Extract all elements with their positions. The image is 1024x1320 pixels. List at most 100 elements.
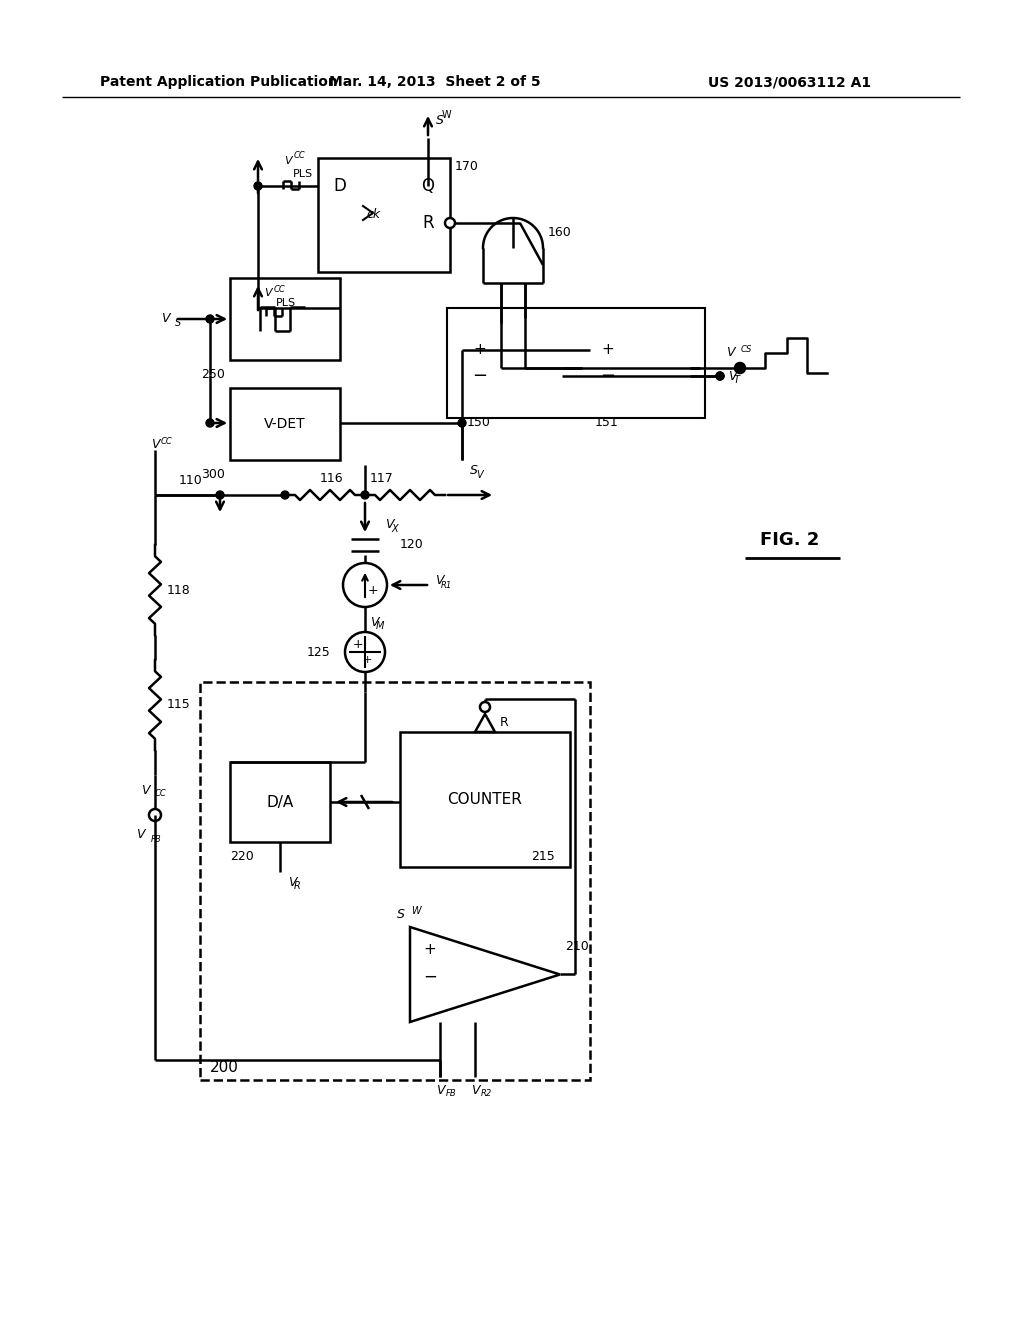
Text: COUNTER: COUNTER xyxy=(447,792,522,807)
Text: +: + xyxy=(362,655,372,665)
Text: M: M xyxy=(376,620,384,631)
Text: V: V xyxy=(385,519,393,532)
Text: −: − xyxy=(472,367,487,385)
Text: 118: 118 xyxy=(167,583,190,597)
Text: R1: R1 xyxy=(441,582,453,590)
Text: +: + xyxy=(424,941,436,957)
Text: 215: 215 xyxy=(531,850,555,863)
Circle shape xyxy=(206,315,214,323)
Circle shape xyxy=(206,418,214,426)
Text: V: V xyxy=(151,438,160,451)
Circle shape xyxy=(445,218,455,228)
Circle shape xyxy=(458,346,466,354)
Text: CC: CC xyxy=(155,789,167,799)
Text: V: V xyxy=(726,346,735,359)
Text: W: W xyxy=(442,110,452,120)
Text: V: V xyxy=(136,829,145,842)
Text: 125: 125 xyxy=(306,645,330,659)
Circle shape xyxy=(281,491,289,499)
Bar xyxy=(230,762,330,842)
Text: V: V xyxy=(288,875,297,888)
Text: 250: 250 xyxy=(201,367,225,380)
Polygon shape xyxy=(462,327,562,408)
Text: FIG. 2: FIG. 2 xyxy=(760,531,819,549)
Text: −: − xyxy=(600,367,615,385)
Text: V: V xyxy=(436,1084,444,1097)
Text: V: V xyxy=(476,470,482,480)
Text: R2: R2 xyxy=(481,1089,493,1098)
Text: V: V xyxy=(141,784,150,796)
Text: V: V xyxy=(370,615,379,628)
Text: 150: 150 xyxy=(467,416,490,429)
Circle shape xyxy=(716,372,724,380)
Text: Mar. 14, 2013  Sheet 2 of 5: Mar. 14, 2013 Sheet 2 of 5 xyxy=(329,75,541,88)
Circle shape xyxy=(216,491,224,499)
Text: 220: 220 xyxy=(230,850,254,862)
Bar xyxy=(318,158,450,272)
Bar xyxy=(447,308,705,418)
Text: +: + xyxy=(474,342,486,358)
Text: Patent Application Publication: Patent Application Publication xyxy=(100,75,338,88)
Text: FB: FB xyxy=(151,834,162,843)
Text: R: R xyxy=(500,717,509,730)
Text: V: V xyxy=(285,156,292,166)
Text: V-DET: V-DET xyxy=(264,417,306,432)
Text: 210: 210 xyxy=(565,940,589,953)
Text: +: + xyxy=(368,583,378,597)
Bar xyxy=(230,279,340,360)
Polygon shape xyxy=(410,927,560,1022)
Text: PLS: PLS xyxy=(293,169,313,180)
Text: +: + xyxy=(352,638,364,651)
Text: 117: 117 xyxy=(370,473,394,486)
Text: PLS: PLS xyxy=(275,298,296,308)
Text: CC: CC xyxy=(274,285,286,293)
Text: S: S xyxy=(470,463,478,477)
Circle shape xyxy=(343,564,387,607)
Text: V: V xyxy=(471,1084,479,1097)
Text: S: S xyxy=(436,114,443,127)
Text: 116: 116 xyxy=(319,473,344,486)
Text: R: R xyxy=(294,880,301,891)
Text: US 2013/0063112 A1: US 2013/0063112 A1 xyxy=(709,75,871,88)
Circle shape xyxy=(150,809,161,821)
Text: V: V xyxy=(264,288,271,298)
Text: V: V xyxy=(435,573,443,586)
Text: 115: 115 xyxy=(167,698,190,711)
Circle shape xyxy=(458,418,466,426)
Text: −: − xyxy=(423,968,437,986)
Circle shape xyxy=(345,632,385,672)
Text: X: X xyxy=(391,524,397,535)
Text: D: D xyxy=(334,177,346,195)
Text: 300: 300 xyxy=(201,467,225,480)
Circle shape xyxy=(254,182,262,190)
Polygon shape xyxy=(590,327,690,408)
Text: CC: CC xyxy=(294,152,306,161)
Text: 160: 160 xyxy=(548,227,571,239)
Polygon shape xyxy=(475,714,495,733)
Bar xyxy=(230,388,340,459)
Text: V: V xyxy=(162,313,170,326)
Text: D/A: D/A xyxy=(266,795,294,809)
Text: +: + xyxy=(602,342,614,358)
Circle shape xyxy=(361,491,369,499)
Text: Q: Q xyxy=(422,177,434,195)
Text: CS: CS xyxy=(741,345,753,354)
Text: 170: 170 xyxy=(455,160,479,173)
Text: 151: 151 xyxy=(595,416,618,429)
Text: T: T xyxy=(734,375,740,385)
Text: 120: 120 xyxy=(400,539,424,552)
Text: 200: 200 xyxy=(210,1060,239,1076)
Text: V: V xyxy=(728,370,736,383)
Circle shape xyxy=(480,702,490,711)
Text: W: W xyxy=(411,906,421,916)
Text: S: S xyxy=(175,318,181,327)
Text: R: R xyxy=(422,214,434,232)
Bar xyxy=(200,682,590,1080)
Text: ck: ck xyxy=(366,207,380,220)
Circle shape xyxy=(735,363,745,374)
Circle shape xyxy=(736,364,744,372)
Text: 110: 110 xyxy=(178,474,202,487)
Circle shape xyxy=(458,346,466,354)
Bar xyxy=(400,733,570,867)
Circle shape xyxy=(716,372,724,380)
